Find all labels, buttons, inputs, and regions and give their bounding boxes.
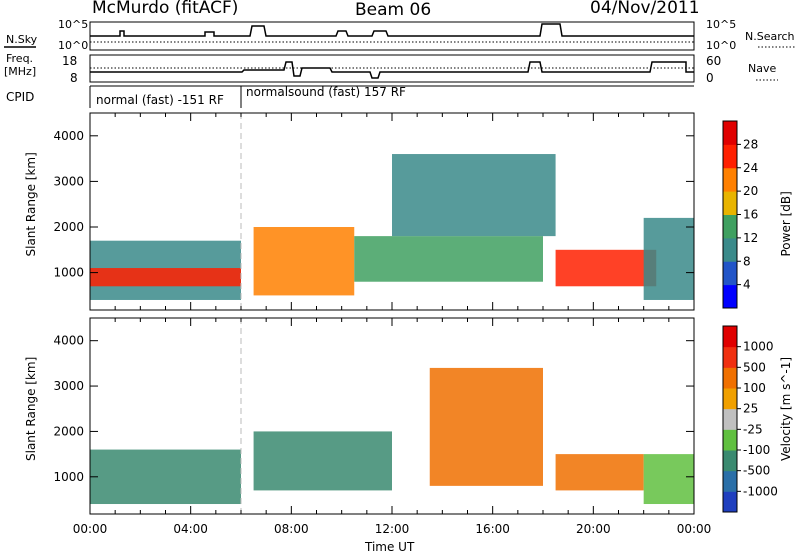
time-axis-label: Time UT [364,540,415,554]
cpid-mode-1: normal (fast) -151 RF [96,93,224,107]
colorbar-tick-label-6: 28 [743,137,758,151]
colorbar-tick-label-7: -1000 [743,484,778,498]
time-axis: 00:00 04:00 08:00 12:00 16:00 20:00 00:00 [73,522,712,536]
colorbar-segment-1 [723,261,737,286]
colorbar-tick-label-2: 12 [743,231,758,245]
nave-label: Nave [748,62,776,75]
echo-region-3 [354,236,543,282]
colorbar-segment-8 [723,326,737,348]
x-tick-label-3: 12:00 [375,522,410,536]
colorbar-tick-label-5: 24 [743,161,758,175]
y-axis-label: Slant Range [km] [24,357,38,461]
x-tick-label-2: 08:00 [274,522,309,536]
colorbar-tick-label-3: 25 [743,402,758,416]
colorbar-segment-2 [723,450,737,472]
counts-tick-low-right: 10^0 [706,39,736,52]
y-tick-label-0: 1000 [53,470,84,484]
echo-region-6 [643,217,694,300]
echo-region-3 [555,454,644,491]
date-label: 04/Nov/2011 [590,0,700,18]
colorbar-tick-label-0: 4 [743,278,751,292]
x-tick-label-1: 04:00 [173,522,208,536]
colorbar-label: Velocity [m s^-1] [779,357,793,461]
freq-label-line1: Freq. [6,52,33,65]
colorbar-tick-label-6: -500 [743,464,770,478]
velocity-panel: 1000 2000 3000 4000 Slant Range [km] 1000 500 1… [24,317,793,515]
colorbar-tick-label-4: 20 [743,184,758,198]
freq-tick-high: 18 [62,54,77,68]
counts-tick-high-right: 10^5 [706,18,736,31]
echo-region-5 [555,249,657,287]
freq-label-line2: [MHz] [4,65,36,78]
nave-trace [90,61,694,79]
x-tick-label-0: 00:00 [73,522,108,536]
nsky-trace [90,23,694,37]
echo-region-2 [429,367,543,486]
colorbar-tick-label-4: -25 [743,422,763,436]
nave-tick-low: 0 [706,71,714,85]
colorbar-segment-6 [723,144,737,169]
colorbar-segment-0 [723,491,737,513]
x-tick-label-5: 20:00 [576,522,611,536]
y-tick-label-3: 4000 [53,129,84,143]
colorbar-segment-5 [723,388,737,410]
y-axis-label: Slant Range [km] [24,152,38,256]
y-tick-label-2: 3000 [53,379,84,393]
colorbar-segment-7 [723,121,737,145]
cpid-mode-2: normalsound (fast) 157 RF [246,85,406,99]
echo-region-0 [90,449,241,505]
colorbar-segment-2 [723,237,737,262]
colorbar-tick-label-0: 1000 [743,340,774,354]
nave-tick-high: 60 [706,54,721,68]
colorbar-label: Power [dB] [779,191,793,256]
colorbar-tick-label-2: 100 [743,381,766,395]
colorbar-tick-label-3: 16 [743,208,758,222]
colorbar-segment-1 [723,470,737,492]
freq-tick-low: 8 [70,71,78,85]
colorbar-segment-7 [723,346,737,368]
colorbar-tick-label-1: 500 [743,360,766,374]
echo-region-2 [253,227,355,296]
x-tick-label-4: 16:00 [475,522,510,536]
colorbar-frame [722,325,738,513]
cpid-label: CPID [6,90,34,104]
echo-region-4 [392,154,556,237]
colorbar-segment-3 [723,214,737,239]
station-title: McMurdo (fitACF) [92,0,238,18]
echo-region-1 [90,268,241,287]
y-tick-label-1: 2000 [53,424,84,438]
y-tick-label-1: 2000 [53,220,84,234]
power-panel: 1000 2000 3000 4000 Slant Range [km] 4 8 12 16 20… [24,112,793,311]
y-tick-label-0: 1000 [53,266,84,280]
nsearch-label: N.Search [745,30,795,43]
echo-region-1 [253,431,392,491]
y-tick-label-3: 4000 [53,334,84,348]
colorbar-tick-label-1: 8 [743,254,751,268]
colorbar-segment-4 [723,191,737,215]
y-tick-label-2: 3000 [53,174,84,188]
nsky-label: N.Sky [6,33,38,46]
beam-label: Beam 06 [355,0,431,20]
echo-region-4 [643,454,694,505]
colorbar-segment-3 [723,429,737,451]
colorbar-segment-4 [723,408,737,430]
colorbar-segment-0 [723,284,737,309]
x-tick-label-6: 00:00 [677,522,712,536]
colorbar-segment-6 [723,367,737,389]
colorbar-tick-label-5: -100 [743,443,770,457]
counts-tick-low-left: 10^0 [58,39,88,52]
colorbar-segment-5 [723,167,737,192]
counts-tick-high-left: 10^5 [58,18,88,31]
